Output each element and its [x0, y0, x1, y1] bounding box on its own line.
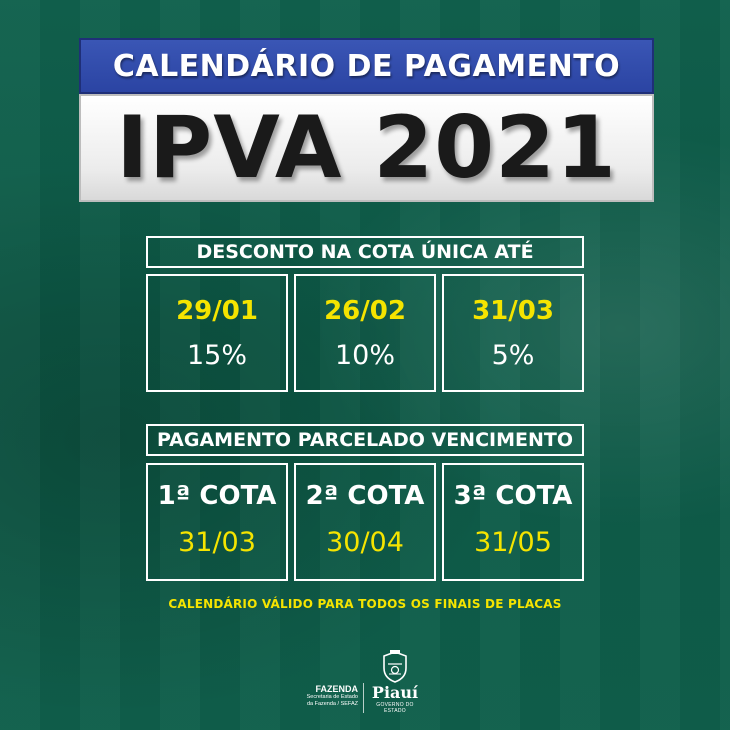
discount-date: 31/03	[472, 296, 554, 326]
discount-date: 29/01	[176, 296, 258, 326]
discount-percent: 15%	[186, 340, 247, 371]
piaui-government-logo: Piauí GOVERNO DO ESTADO	[368, 650, 422, 714]
discount-percent: 10%	[334, 340, 395, 371]
header-title-banner: IPVA 2021	[79, 94, 654, 202]
discount-date: 26/02	[324, 296, 406, 326]
discount-percent: 5%	[491, 340, 535, 371]
installment-date: 31/05	[474, 527, 552, 558]
installment-box-3: 3ª COTA 31/05	[442, 463, 584, 581]
fazenda-title: FAZENDA	[315, 684, 359, 694]
discount-box-3: 31/03 5%	[442, 274, 584, 392]
piaui-coat-of-arms-icon	[383, 650, 407, 683]
discount-heading: DESCONTO NA COTA ÚNICA ATÉ	[146, 236, 584, 268]
installment-date: 31/03	[178, 527, 256, 558]
fazenda-subtitle-2: da Fazenda / SEFAZ	[306, 700, 358, 707]
installment-label: 3ª COTA	[453, 481, 573, 511]
header-title: IPVA 2021	[116, 98, 617, 198]
installment-box-2: 2ª COTA 30/04	[294, 463, 436, 581]
state-name: Piauí	[371, 683, 419, 702]
state-subtitle: GOVERNO DO ESTADO	[376, 702, 414, 714]
discount-box-2: 26/02 10%	[294, 274, 436, 392]
discount-box-1: 29/01 15%	[146, 274, 288, 392]
fazenda-logo: FAZENDA Secretaria de Estado da Fazenda …	[300, 684, 358, 707]
installment-date: 30/04	[326, 527, 404, 558]
installment-label: 2ª COTA	[305, 481, 425, 511]
footnote: CALENDÁRIO VÁLIDO PARA TODOS OS FINAIS D…	[168, 597, 562, 611]
header-subtitle-banner: CALENDÁRIO DE PAGAMENTO	[79, 38, 654, 94]
fazenda-subtitle-1: Secretaria de Estado	[306, 694, 358, 700]
logo-divider	[363, 683, 364, 713]
installment-label: 1ª COTA	[157, 481, 277, 511]
installments-heading: PAGAMENTO PARCELADO VENCIMENTO	[146, 424, 584, 456]
header-subtitle: CALENDÁRIO DE PAGAMENTO	[112, 48, 621, 84]
installment-box-1: 1ª COTA 31/03	[146, 463, 288, 581]
